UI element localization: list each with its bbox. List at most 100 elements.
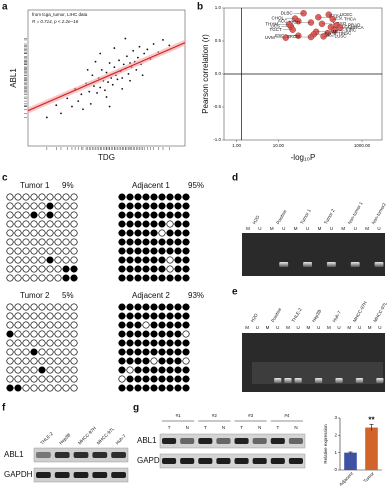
- cpg-site: [22, 256, 30, 264]
- scatter-point: [108, 62, 111, 64]
- cpg-site: [134, 339, 142, 347]
- cpg-site: [150, 375, 158, 383]
- cpg-site: [126, 193, 134, 201]
- cpg-site: [38, 247, 46, 255]
- cpg-site: [134, 357, 142, 365]
- sample-percent: 5%: [62, 291, 74, 300]
- scatter-point: [113, 66, 116, 69]
- cpg-site: [174, 265, 182, 273]
- cpg-site: [54, 348, 62, 356]
- cpg-site: [22, 312, 30, 320]
- cpg-site: [150, 330, 158, 338]
- cpg-site: [6, 339, 14, 347]
- point-label: ESCA: [275, 33, 287, 38]
- y-axis-label: Pearson correlation (r): [201, 34, 210, 114]
- cpg-site: [46, 348, 54, 356]
- cpg-site: [142, 366, 150, 374]
- lane-letter: U: [358, 325, 361, 330]
- scatter-point: [105, 96, 108, 98]
- cpg-site: [62, 312, 70, 320]
- cpg-site: [158, 303, 166, 311]
- lane-letter: U: [297, 325, 300, 330]
- lane-letter: U: [330, 226, 333, 231]
- lane-letter: M: [368, 325, 372, 330]
- cpg-site: [134, 312, 142, 320]
- point-label: ACC: [278, 18, 288, 23]
- scatter-point: [113, 47, 116, 49]
- cpg-site: [118, 357, 126, 365]
- cpg-site: [126, 238, 134, 246]
- blot-band: [36, 452, 51, 458]
- x-tick-label: 10.00: [273, 143, 285, 148]
- cpg-site: [30, 193, 38, 201]
- cpg-site: [54, 357, 62, 365]
- sample-percent: 9%: [62, 181, 74, 190]
- blot-band: [216, 458, 231, 464]
- y-axis-label: Relative expression: [323, 424, 328, 464]
- cpg-site: [6, 274, 14, 282]
- cpg-site: [30, 211, 38, 219]
- point-label: DLBC: [281, 10, 294, 15]
- cpg-site: [142, 247, 150, 255]
- cpg-site: [30, 303, 38, 311]
- cpg-site: [14, 339, 22, 347]
- cpg-site: [182, 375, 190, 383]
- cpg-site: [142, 202, 150, 210]
- lane-label: H2O: [251, 214, 260, 225]
- cpg-site: [150, 339, 158, 347]
- cpg-site: [150, 202, 158, 210]
- blot-band: [234, 438, 249, 444]
- scatter-point: [121, 77, 124, 79]
- cpg-site: [38, 330, 46, 338]
- cpg-site: [54, 312, 62, 320]
- cpg-site: [22, 348, 30, 356]
- cpg-site: [166, 229, 174, 237]
- blot-band: [198, 438, 213, 444]
- cpg-site: [46, 247, 54, 255]
- cpg-site: [46, 193, 54, 201]
- cpg-site: [118, 348, 126, 356]
- cpg-site: [30, 247, 38, 255]
- cpg-site: [62, 265, 70, 273]
- cpg-site: [142, 330, 150, 338]
- point-label: PCPG: [329, 14, 342, 19]
- cpg-site: [38, 238, 46, 246]
- scatter-point: [45, 116, 48, 119]
- cpg-site: [126, 211, 134, 219]
- cpg-site: [22, 384, 30, 392]
- cpg-site: [38, 211, 46, 219]
- cpg-site: [126, 274, 134, 282]
- scatter-point: [60, 112, 62, 115]
- y-tick-label: -0.5: [213, 104, 221, 109]
- cpg-site: [182, 366, 190, 374]
- cpg-site: [6, 229, 14, 237]
- cpg-site: [54, 202, 62, 210]
- cpg-site: [126, 330, 134, 338]
- cpg-site: [142, 238, 150, 246]
- cpg-site: [142, 375, 150, 383]
- lane-letter: M: [365, 226, 369, 231]
- cpg-site: [150, 220, 158, 228]
- cpg-site: [22, 211, 30, 219]
- y-tick-label: 0: [334, 467, 337, 472]
- panel-label: a: [2, 2, 8, 13]
- cpg-site: [182, 339, 190, 347]
- cpg-site: [22, 375, 30, 383]
- cpg-site: [14, 202, 22, 210]
- cpg-site: [46, 384, 54, 392]
- cpg-site: [182, 220, 190, 228]
- cpg-site: [142, 220, 150, 228]
- cpg-site: [70, 256, 78, 264]
- cpg-site: [166, 211, 174, 219]
- cpg-site: [118, 366, 126, 374]
- cpg-site: [54, 330, 62, 338]
- cpg-site: [150, 229, 158, 237]
- cpg-site: [54, 384, 62, 392]
- cpg-site: [46, 330, 54, 338]
- cpg-site: [158, 193, 166, 201]
- lane-letter: U: [258, 226, 261, 231]
- cpg-site: [166, 256, 174, 264]
- scatter-point: [89, 102, 92, 105]
- blot-band: [92, 452, 108, 458]
